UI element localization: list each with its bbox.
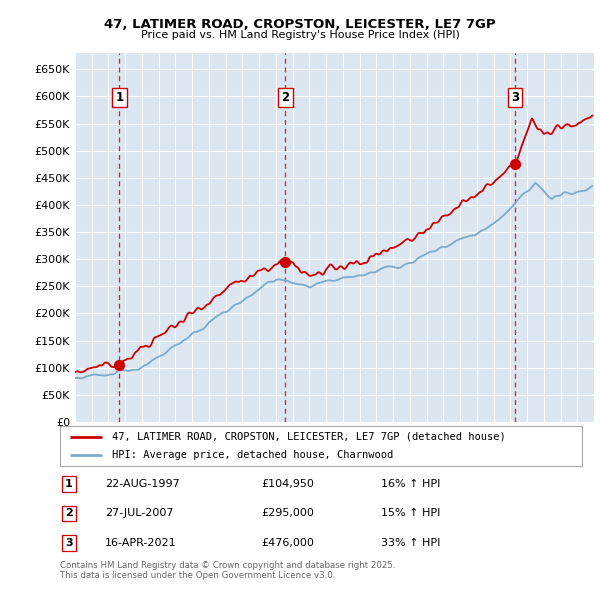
Text: 33% ↑ HPI: 33% ↑ HPI [381, 538, 440, 548]
Text: 27-JUL-2007: 27-JUL-2007 [105, 509, 173, 518]
Text: HPI: Average price, detached house, Charnwood: HPI: Average price, detached house, Char… [112, 450, 394, 460]
Text: £476,000: £476,000 [261, 538, 314, 548]
Text: Price paid vs. HM Land Registry's House Price Index (HPI): Price paid vs. HM Land Registry's House … [140, 30, 460, 40]
Text: 1: 1 [65, 479, 73, 489]
Point [281, 257, 290, 267]
Text: 16% ↑ HPI: 16% ↑ HPI [381, 479, 440, 489]
Text: 47, LATIMER ROAD, CROPSTON, LEICESTER, LE7 7GP: 47, LATIMER ROAD, CROPSTON, LEICESTER, L… [104, 18, 496, 31]
Point [115, 360, 124, 370]
Text: £104,950: £104,950 [261, 479, 314, 489]
Text: 3: 3 [65, 538, 73, 548]
Text: 1: 1 [115, 91, 124, 104]
Text: 16-APR-2021: 16-APR-2021 [105, 538, 176, 548]
Text: 15% ↑ HPI: 15% ↑ HPI [381, 509, 440, 518]
Text: 22-AUG-1997: 22-AUG-1997 [105, 479, 180, 489]
Point [511, 159, 520, 169]
Text: 2: 2 [281, 91, 290, 104]
Text: 47, LATIMER ROAD, CROPSTON, LEICESTER, LE7 7GP (detached house): 47, LATIMER ROAD, CROPSTON, LEICESTER, L… [112, 432, 506, 442]
Text: £295,000: £295,000 [261, 509, 314, 518]
Text: Contains HM Land Registry data © Crown copyright and database right 2025.
This d: Contains HM Land Registry data © Crown c… [60, 560, 395, 580]
Text: 3: 3 [511, 91, 519, 104]
Text: 2: 2 [65, 509, 73, 518]
